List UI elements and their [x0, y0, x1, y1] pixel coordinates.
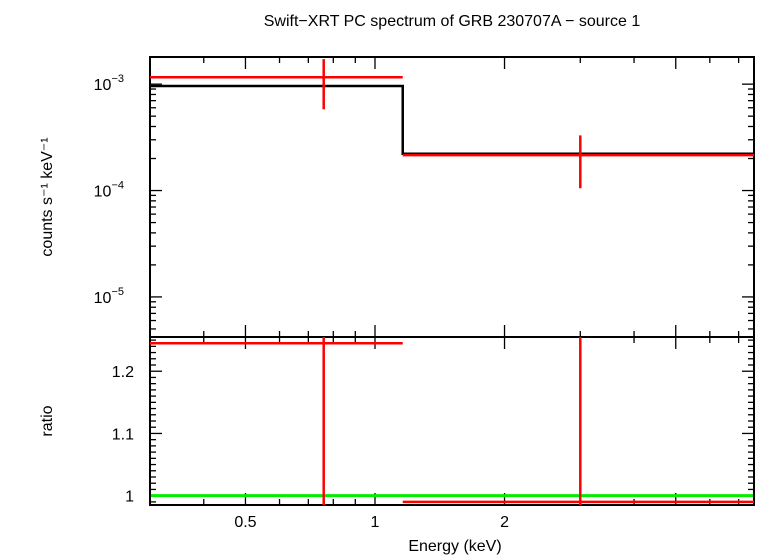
- ratio-tick-labels: 1 1.1 1.2 0.5 1 2: [112, 364, 509, 531]
- y-tick-label: 1: [125, 489, 134, 506]
- ratio-panel-frame: [149, 336, 755, 506]
- plot-marks: [150, 59, 754, 505]
- ratio-y-axis-label: ratio: [39, 405, 56, 436]
- x-axis-label: Energy (keV): [408, 538, 501, 555]
- y-tick-label: 10−3: [94, 73, 124, 94]
- spectrum-tick-labels: 10−3 10−4 10−5: [94, 73, 124, 307]
- y-tick-label: 1.2: [112, 364, 134, 381]
- spectrum-panel-frame: [149, 56, 755, 338]
- y-tick-label: 10−5: [94, 286, 124, 307]
- model-line: [150, 84, 754, 155]
- spectrum-y-axis-label: counts s⁻¹ keV⁻¹: [39, 137, 56, 256]
- y-tick-label: 10−4: [94, 180, 124, 201]
- x-tick-label: 0.5: [234, 514, 256, 531]
- ratio-ticks: [149, 337, 754, 505]
- x-tick-label: 1: [371, 514, 380, 531]
- spectrum-ticks: [149, 57, 754, 337]
- y-tick-label: 1.1: [112, 426, 134, 443]
- chart-title: Swift−XRT PC spectrum of GRB 230707A − s…: [264, 13, 641, 30]
- x-tick-label: 2: [500, 514, 509, 531]
